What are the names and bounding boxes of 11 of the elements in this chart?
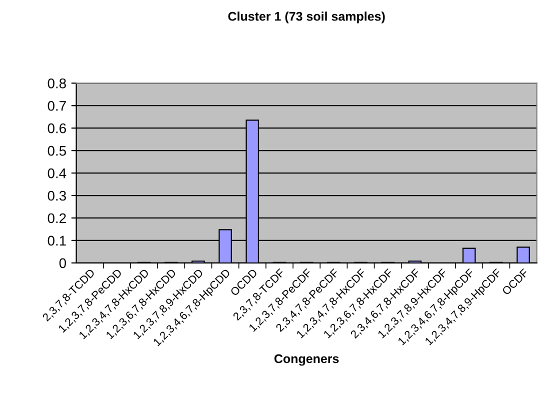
y-tick-label: 0.4 <box>48 168 66 178</box>
y-tick-label: 0.6 <box>48 123 66 134</box>
y-tick-label: 0.2 <box>48 213 66 224</box>
x-axis-title: Congeners <box>274 354 339 366</box>
chart-title: Cluster 1 (73 soil samples) <box>228 12 385 24</box>
y-tick-label: 0.7 <box>48 100 66 111</box>
y-tick-label: 0 <box>59 258 66 268</box>
y-tick-label: 0.1 <box>48 236 66 246</box>
y-tick-label: 0.3 <box>48 190 66 201</box>
y-tick-label: 0.8 <box>48 78 66 88</box>
y-tick-label: 0.5 <box>48 146 66 156</box>
